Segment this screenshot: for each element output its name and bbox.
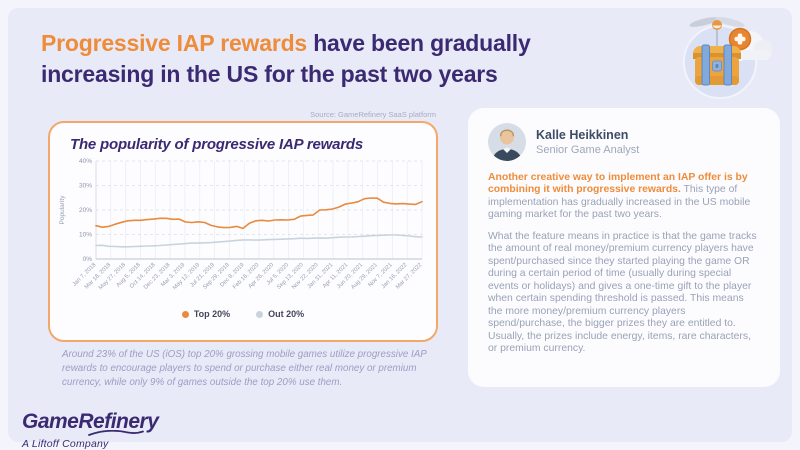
title-highlight: Progressive IAP rewards xyxy=(41,30,308,56)
chart-card: The popularity of progressive IAP reward… xyxy=(48,121,438,342)
y-axis-tick-label: 30% xyxy=(79,183,92,190)
y-axis-tick-label: 40% xyxy=(79,158,92,165)
legend-dot-icon xyxy=(181,310,189,318)
chart-legend: Top 20% Out 20% xyxy=(50,309,436,319)
page-background: Progressive IAP rewards have been gradua… xyxy=(8,8,792,450)
analyst-name: Kalle Heikkinen xyxy=(536,128,629,142)
quote-highlight: Another creative way to implement an IAP… xyxy=(488,172,748,196)
page-title-line1: Progressive IAP rewards have been gradua… xyxy=(41,28,531,59)
logo-subtitle: A Liftoff Company xyxy=(22,438,109,450)
analyst-header: Kalle Heikkinen Senior Game Analyst xyxy=(488,123,760,161)
legend-item: Out 20% xyxy=(256,309,304,319)
series-line-top-20- xyxy=(95,197,423,230)
quote-paragraph-2: What the feature means in practice is th… xyxy=(488,230,757,355)
cloud-icon xyxy=(729,31,773,61)
legend-label: Out 20% xyxy=(268,309,305,319)
analyst-avatar xyxy=(488,123,526,161)
quote-rest: This type of implementation has graduall… xyxy=(488,184,751,221)
analyst-identity: Kalle Heikkinen Senior Game Analyst xyxy=(536,128,639,156)
chest-icon xyxy=(693,44,741,86)
y-axis-tick-label: 10% xyxy=(79,232,92,239)
quote-paragraph-1: Another creative way to implement an IAP… xyxy=(488,172,760,222)
legend-item: Top 20% xyxy=(181,309,231,319)
series-line-out-20- xyxy=(95,234,423,248)
y-axis-label: Popularity xyxy=(59,195,66,225)
chart-title: The popularity of progressive IAP reward… xyxy=(70,136,363,153)
legend-dot-icon xyxy=(256,310,264,318)
y-axis-tick-label: 20% xyxy=(79,207,92,214)
gamerefinery-logo: GameRefinery A Liftoff Company xyxy=(22,410,159,450)
analyst-quote-card: Kalle Heikkinen Senior Game Analyst Anot… xyxy=(468,108,780,387)
logo-swoosh-icon xyxy=(88,430,144,436)
analyst-role: Senior Game Analyst xyxy=(536,144,640,156)
y-axis-tick-label: 0% xyxy=(83,256,93,263)
title-rest: have been gradually xyxy=(307,30,531,56)
source-note: Source: GameRefinery SaaS platform xyxy=(310,110,436,119)
page-title: Progressive IAP rewards have been gradua… xyxy=(41,28,531,90)
plus-badge-icon xyxy=(728,27,752,51)
propeller-icon xyxy=(689,17,745,48)
treasure-chest-delivery-icon xyxy=(676,12,773,105)
chart-caption: Around 23% of the US (iOS) top 20% gross… xyxy=(62,349,427,389)
legend-label: Top 20% xyxy=(193,309,231,319)
logo-wordmark: GameRefinery xyxy=(22,410,159,433)
page-title-line2: increasing in the US for the past two ye… xyxy=(41,61,498,87)
